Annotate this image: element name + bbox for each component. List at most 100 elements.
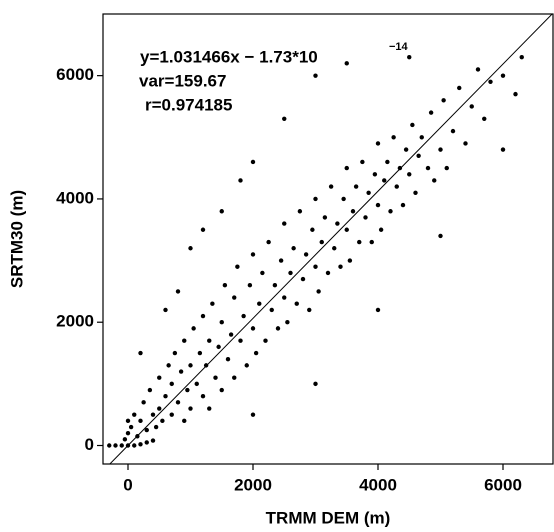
point <box>338 264 343 269</box>
point <box>353 184 359 189</box>
point <box>228 332 234 337</box>
point <box>313 196 318 202</box>
point <box>182 338 187 343</box>
equation: y=1.031466x − 1.73*10 <box>140 47 318 66</box>
point <box>125 418 131 424</box>
point <box>428 110 434 115</box>
point <box>469 104 474 109</box>
point <box>316 289 321 294</box>
point <box>197 350 203 356</box>
point <box>153 424 159 430</box>
point <box>282 116 287 121</box>
point <box>207 338 212 343</box>
point <box>441 98 446 103</box>
point <box>150 412 156 417</box>
point <box>328 184 334 189</box>
point <box>238 178 243 183</box>
point <box>257 301 262 306</box>
point <box>288 270 293 276</box>
point <box>294 301 299 306</box>
point <box>403 147 409 152</box>
point <box>144 440 149 445</box>
point <box>253 350 259 356</box>
y-tick-label: 6000 <box>56 65 94 84</box>
point <box>416 153 421 158</box>
point <box>375 141 381 146</box>
x-tick-label: 2000 <box>234 475 272 494</box>
point <box>213 375 218 380</box>
fit-line <box>109 14 553 464</box>
point <box>238 338 243 343</box>
point <box>438 233 443 239</box>
point <box>147 387 153 393</box>
point <box>200 227 206 232</box>
point <box>157 375 162 380</box>
point <box>394 184 399 189</box>
point <box>275 326 281 331</box>
point <box>291 246 296 251</box>
point <box>235 264 240 269</box>
point <box>163 393 168 399</box>
point <box>375 202 381 208</box>
y-tick-label: 2000 <box>56 312 94 331</box>
point <box>150 438 156 443</box>
point <box>419 135 424 140</box>
point <box>313 264 318 269</box>
point <box>378 227 384 232</box>
point <box>410 122 415 128</box>
point <box>250 412 256 417</box>
point <box>335 221 340 226</box>
point <box>141 400 146 405</box>
point <box>375 307 381 313</box>
point <box>225 357 231 362</box>
point <box>382 178 387 183</box>
point <box>122 437 128 442</box>
point <box>207 406 212 411</box>
point <box>475 67 481 72</box>
point <box>188 246 193 251</box>
x-tick-label: 4000 <box>359 475 397 494</box>
point <box>219 320 224 325</box>
point <box>188 363 193 368</box>
point <box>263 338 268 343</box>
variance: var=159.67 <box>139 71 226 90</box>
x-tick-label: 6000 <box>484 475 522 494</box>
point <box>325 270 331 276</box>
point <box>178 369 184 374</box>
point <box>432 178 437 183</box>
point <box>310 227 315 232</box>
point <box>247 283 253 288</box>
point <box>272 283 278 288</box>
point <box>350 209 356 214</box>
point <box>282 295 287 300</box>
point <box>166 363 171 368</box>
point <box>222 283 228 288</box>
point <box>200 393 206 399</box>
point <box>138 418 143 424</box>
point <box>119 443 124 448</box>
point <box>128 424 134 430</box>
y-tick-label: 4000 <box>56 188 94 207</box>
point <box>200 313 206 319</box>
point <box>319 239 324 245</box>
point <box>457 85 462 91</box>
point <box>269 307 274 313</box>
exponent: −14 <box>389 41 409 53</box>
point <box>144 427 149 433</box>
point <box>185 387 190 393</box>
points <box>107 14 553 464</box>
point <box>300 276 306 282</box>
point <box>157 406 162 411</box>
point <box>400 202 406 208</box>
point <box>488 79 493 85</box>
point <box>297 209 303 214</box>
point <box>172 350 178 356</box>
point <box>391 135 396 140</box>
point <box>407 172 412 177</box>
point <box>357 239 362 245</box>
point <box>194 381 199 387</box>
point <box>138 442 143 447</box>
point <box>344 165 349 171</box>
point <box>219 387 224 393</box>
x-tick-label: 0 <box>123 475 132 494</box>
